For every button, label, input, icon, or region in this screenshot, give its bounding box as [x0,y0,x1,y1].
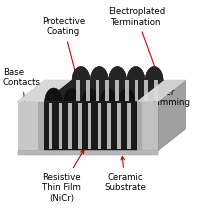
Polygon shape [81,67,127,102]
Polygon shape [18,80,185,102]
Polygon shape [158,80,185,150]
Polygon shape [18,80,71,102]
Polygon shape [63,88,81,102]
Polygon shape [81,88,99,102]
Polygon shape [45,67,90,102]
Polygon shape [96,80,99,101]
Polygon shape [78,103,82,150]
Polygon shape [118,88,136,102]
Polygon shape [38,102,44,150]
Polygon shape [127,67,145,80]
Text: Base
Contacts: Base Contacts [3,68,41,121]
Polygon shape [100,88,117,102]
Polygon shape [49,103,52,150]
Polygon shape [135,80,138,101]
Polygon shape [98,103,101,150]
Text: Protective
Coating: Protective Coating [42,17,85,86]
Polygon shape [76,80,80,101]
Polygon shape [144,80,148,101]
Polygon shape [68,103,72,150]
Polygon shape [137,102,158,150]
Polygon shape [154,80,158,101]
Polygon shape [44,102,137,150]
Polygon shape [44,80,164,102]
Polygon shape [86,80,90,101]
Polygon shape [72,67,90,80]
Polygon shape [45,88,63,102]
Text: Laser
Trimming: Laser Trimming [126,88,191,108]
Polygon shape [115,80,119,101]
Text: Resistive
Thin Film
(NiCr): Resistive Thin Film (NiCr) [42,150,84,203]
Polygon shape [88,103,91,150]
Polygon shape [137,102,142,150]
Text: Electroplated
Termination: Electroplated Termination [108,7,165,88]
Polygon shape [18,102,44,150]
Polygon shape [107,103,111,150]
Polygon shape [118,67,163,102]
Polygon shape [18,150,158,155]
Polygon shape [105,80,109,101]
Polygon shape [100,67,145,102]
Polygon shape [18,102,158,150]
Polygon shape [59,103,62,150]
Polygon shape [137,80,185,102]
Polygon shape [145,67,163,80]
Polygon shape [125,80,129,101]
Polygon shape [117,103,121,150]
Polygon shape [63,67,108,102]
Text: Ceramic
Substrate: Ceramic Substrate [104,156,146,192]
Polygon shape [109,67,127,80]
Polygon shape [90,67,108,80]
Polygon shape [127,103,131,150]
